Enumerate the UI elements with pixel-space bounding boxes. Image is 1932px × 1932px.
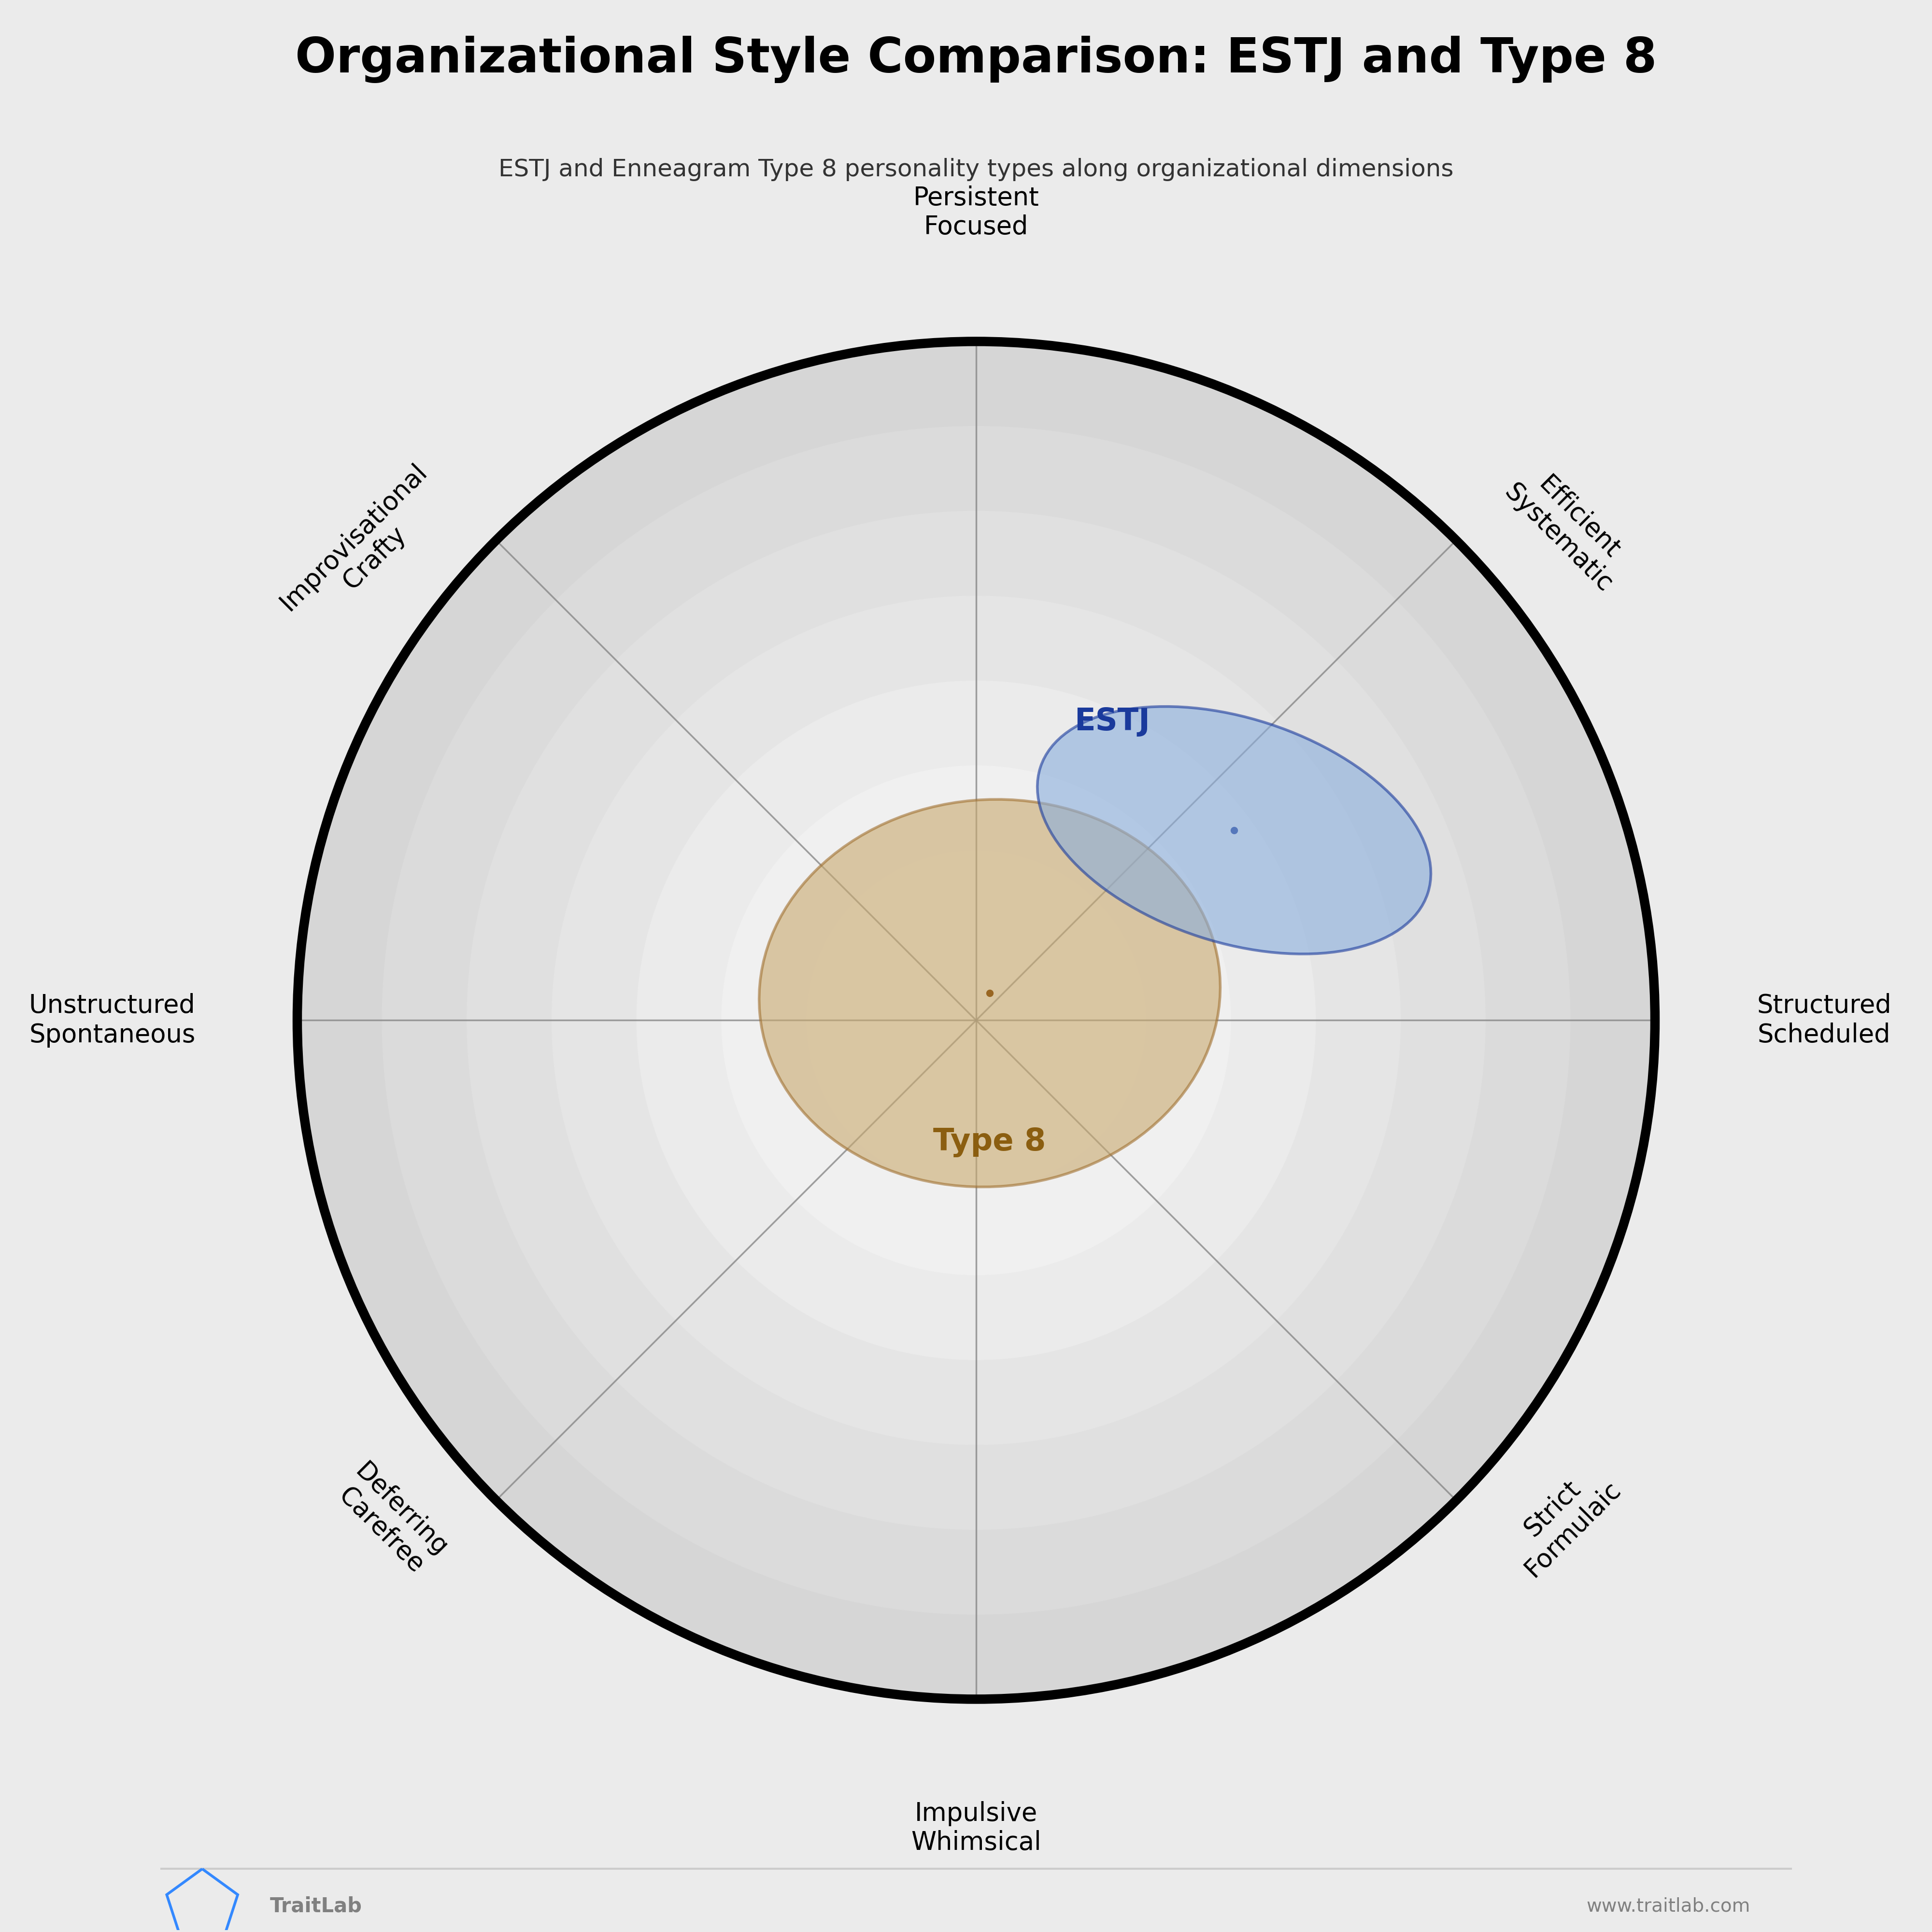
Text: TraitLab: TraitLab bbox=[270, 1895, 363, 1917]
Circle shape bbox=[553, 595, 1401, 1445]
Text: Unstructured
Spontaneous: Unstructured Spontaneous bbox=[29, 993, 195, 1047]
Text: Type 8: Type 8 bbox=[933, 1128, 1045, 1157]
Text: ESTJ and Enneagram Type 8 personality types along organizational dimensions: ESTJ and Enneagram Type 8 personality ty… bbox=[498, 158, 1453, 182]
Text: Strict
Formulaic: Strict Formulaic bbox=[1499, 1457, 1625, 1582]
Text: ESTJ: ESTJ bbox=[1074, 707, 1150, 736]
Ellipse shape bbox=[759, 800, 1221, 1186]
Circle shape bbox=[891, 935, 1061, 1105]
Ellipse shape bbox=[1037, 707, 1432, 954]
Circle shape bbox=[638, 680, 1316, 1360]
Circle shape bbox=[298, 342, 1656, 1698]
Text: Improvisational
Crafty: Improvisational Crafty bbox=[276, 458, 452, 636]
Text: Deferring
Carefree: Deferring Carefree bbox=[330, 1459, 452, 1582]
Text: www.traitlab.com: www.traitlab.com bbox=[1586, 1897, 1750, 1915]
Text: Structured
Scheduled: Structured Scheduled bbox=[1756, 993, 1891, 1047]
Text: Impulsive
Whimsical: Impulsive Whimsical bbox=[912, 1801, 1041, 1855]
Text: Persistent
Focused: Persistent Focused bbox=[914, 185, 1039, 240]
Circle shape bbox=[806, 850, 1146, 1190]
Text: Efficient
Systematic: Efficient Systematic bbox=[1499, 458, 1638, 597]
Text: Organizational Style Comparison: ESTJ and Type 8: Organizational Style Comparison: ESTJ an… bbox=[296, 37, 1658, 83]
Circle shape bbox=[721, 765, 1231, 1275]
Circle shape bbox=[468, 512, 1486, 1530]
Circle shape bbox=[383, 427, 1571, 1615]
